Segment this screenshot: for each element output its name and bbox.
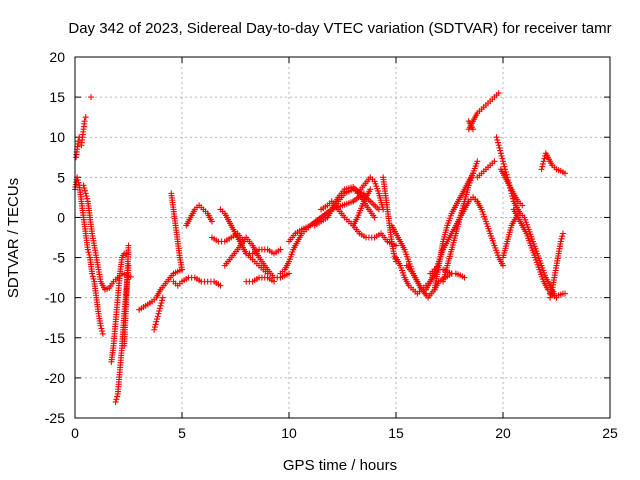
data-point-markers: [427, 266, 468, 281]
data-point-markers: [354, 174, 387, 213]
series-s39: [500, 210, 558, 297]
series-s11: [168, 190, 185, 273]
data-point-markers: [151, 294, 166, 333]
y-tick-label: -5: [53, 250, 66, 266]
series-s09: [136, 266, 185, 313]
series-s40: [510, 206, 560, 301]
data-point-markers: [243, 246, 284, 257]
series-s33: [470, 194, 506, 269]
x-tick-label: 10: [281, 425, 297, 441]
y-tick-labels: -25 -20 -15 -10 -5 0 5 10 15 20: [45, 49, 65, 426]
data-point-markers: [121, 242, 132, 349]
x-tick-label: 5: [178, 425, 186, 441]
series-s13: [183, 202, 215, 229]
data-point-markers: [318, 186, 374, 229]
x-tick-labels: 0 5 10 15 20 25: [71, 425, 618, 441]
data-point-markers: [168, 190, 185, 273]
series-s02: [80, 182, 134, 293]
series-s38: [497, 166, 526, 209]
series-s41: [547, 230, 566, 301]
data-point-markers: [547, 290, 569, 300]
x-axis-label: GPS time / hours: [283, 457, 397, 474]
y-tick-label: 20: [49, 49, 65, 65]
y-tick-label: -15: [45, 330, 65, 346]
data-point-markers: [108, 250, 130, 365]
y-tick-label: 10: [49, 129, 65, 145]
y-tick-label: -20: [45, 370, 65, 386]
data-point-markers: [88, 94, 95, 101]
data-point-markers: [440, 158, 481, 285]
y-axis-label: SDTVAR / TECUs: [5, 178, 22, 298]
data-point-markers: [474, 158, 498, 181]
series-s18: [243, 274, 278, 285]
series-s35: [465, 118, 477, 133]
plot-frame: [74, 56, 611, 419]
series-s08: [121, 242, 132, 349]
y-tick-label: 0: [57, 209, 65, 225]
chart-title: Day 342 of 2023, Sidereal Day-to-day VTE…: [68, 20, 611, 37]
data-point-markers: [136, 266, 185, 313]
y-tick-label: -10: [45, 290, 65, 306]
x-tick-label: 25: [602, 425, 618, 441]
data-point-markers: [500, 210, 558, 297]
data-point-markers: [73, 134, 83, 161]
data-point-markers: [243, 274, 278, 285]
series-s06: [108, 250, 130, 365]
series-s12: [170, 274, 224, 289]
series-s43: [538, 150, 569, 177]
data-point-markers: [380, 174, 399, 265]
grid-lines: [75, 57, 610, 418]
series-s32: [427, 266, 468, 281]
x-tick-label: 0: [71, 425, 79, 441]
y-tick-label: 5: [57, 169, 65, 185]
series-s03: [78, 114, 89, 149]
x-tick-label: 20: [495, 425, 511, 441]
data-point-markers: [547, 230, 566, 301]
series-s42: [547, 290, 569, 300]
x-tick-label: 15: [388, 425, 404, 441]
data-point-markers: [465, 118, 477, 133]
data-point-markers: [470, 194, 506, 269]
series-s17: [243, 246, 284, 257]
series-s22: [318, 186, 374, 229]
series-s23: [354, 174, 387, 213]
data-point-markers: [497, 166, 526, 209]
axis-ticks: [74, 56, 611, 419]
series-s10: [151, 294, 166, 333]
y-tick-label: -25: [45, 410, 65, 426]
series-s04: [73, 134, 83, 161]
y-tick-label: 15: [49, 89, 65, 105]
data-point-markers: [80, 182, 134, 293]
data-point-markers: [493, 134, 524, 217]
series-s05: [88, 94, 95, 101]
series-s19: [277, 190, 367, 277]
data-point-markers: [183, 202, 215, 229]
series-s31: [440, 158, 481, 285]
data-point-markers: [78, 114, 89, 149]
data-point-markers: [510, 206, 560, 301]
data-point-markers: [277, 190, 367, 277]
data-point-markers: [538, 150, 569, 177]
data-point-markers: [170, 274, 224, 289]
series-s37: [493, 134, 524, 217]
series-s25: [380, 174, 399, 265]
series-s36: [474, 158, 498, 181]
